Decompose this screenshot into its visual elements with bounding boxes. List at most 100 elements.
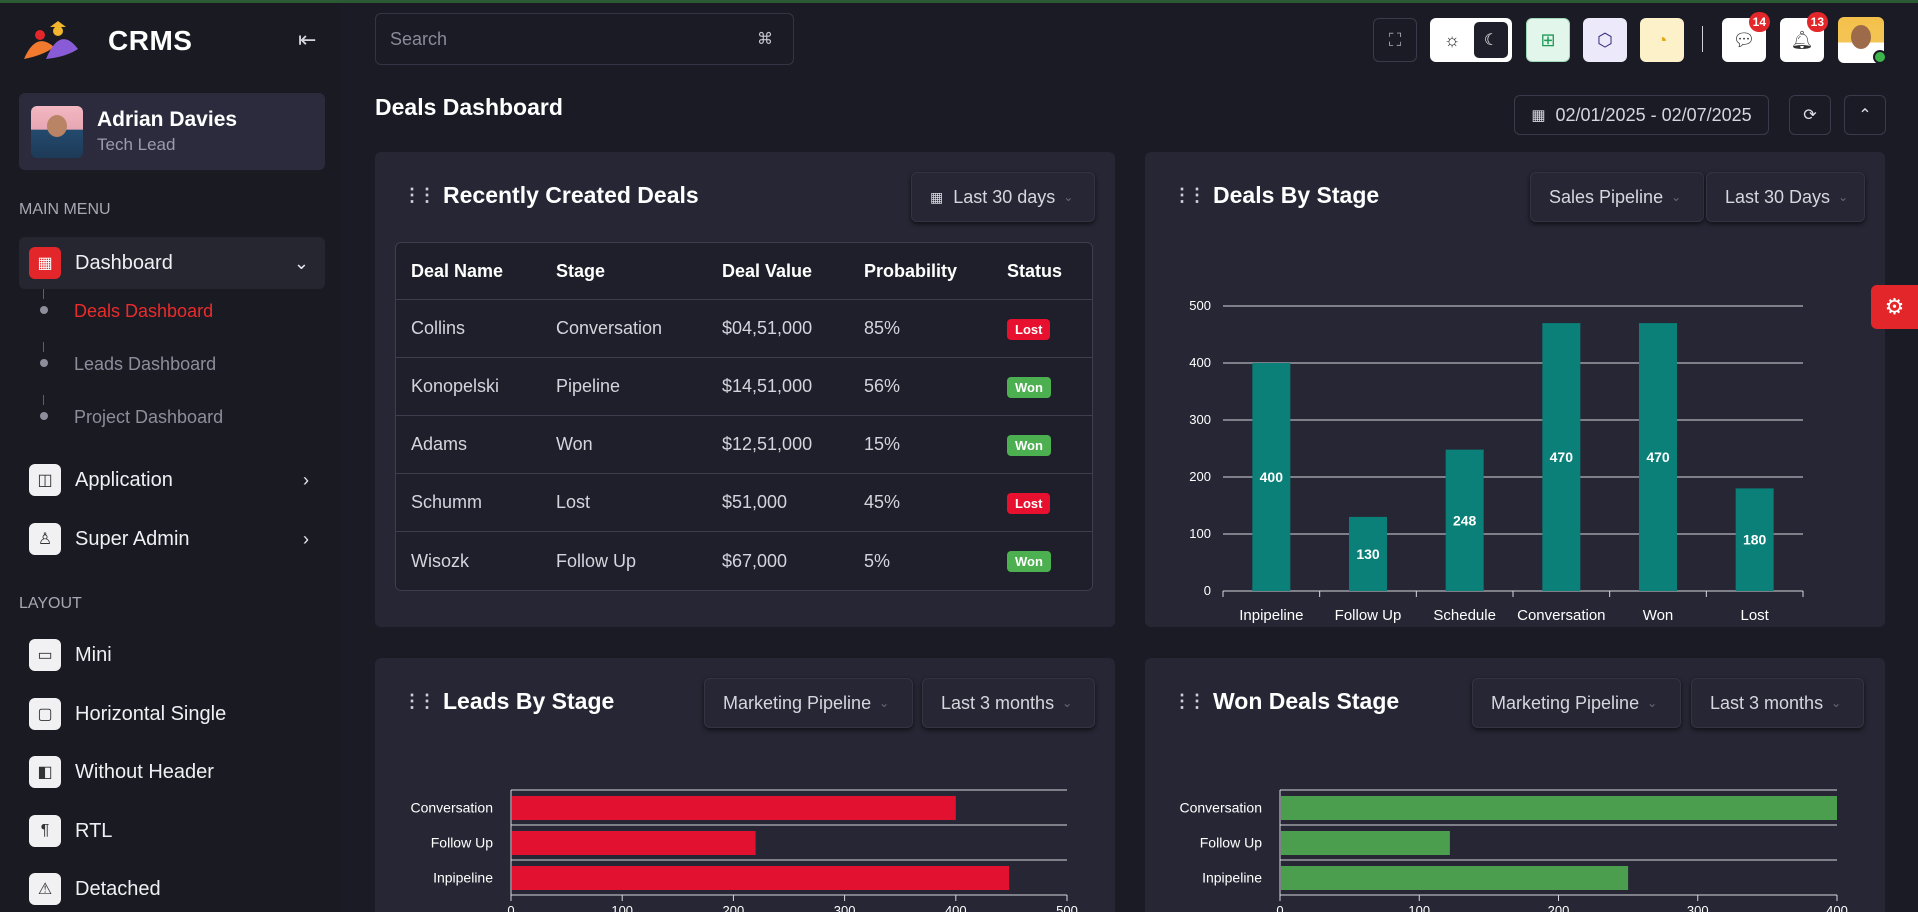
sidebar-item-label: Dashboard <box>75 251 173 274</box>
y-tick-label: 200 <box>1189 469 1211 484</box>
data-label: 400 <box>1260 469 1284 485</box>
won-deals-stage-title: Won Deals Stage <box>1213 688 1400 714</box>
card-title: ⋮⋮ Recently Created Deals <box>403 182 699 209</box>
theme-toggle[interactable]: ☼ ☾ <box>1430 18 1512 62</box>
sidebar-subitem-leads-dashboard[interactable]: Leads Dashboard <box>74 354 217 374</box>
table-row[interactable]: Konopelski Pipeline $14,51,000 56% Won <box>396 358 1092 416</box>
table-cell-status: Won <box>992 416 1092 474</box>
messages-count-badge: 14 <box>1748 12 1770 32</box>
collapse-header-button[interactable]: ⌃ <box>1844 95 1886 135</box>
sidebar-item-label: Without Header <box>75 760 214 783</box>
table-cell-name: Wisozk <box>396 532 541 590</box>
table-row[interactable]: Schumm Lost $51,000 45% Lost <box>396 474 1092 532</box>
x-tick-label: 300 <box>834 903 856 912</box>
table-cell-status: Lost <box>992 300 1092 358</box>
table-cell-status: Won <box>992 358 1092 416</box>
sidebar-item-super-admin[interactable]: ♙ Super Admin › <box>19 517 325 561</box>
deals-by-stage-title: Deals By Stage <box>1213 182 1380 208</box>
column-header[interactable]: Status <box>992 243 1092 300</box>
y-tick-label: 500 <box>1189 298 1211 313</box>
faq-button[interactable]: ⬡ <box>1583 18 1627 62</box>
x-tick-label: 200 <box>1548 903 1570 912</box>
pipeline-dropdown[interactable]: Sales Pipeline ⌄ <box>1530 172 1704 222</box>
drag-handle-icon[interactable]: ⋮⋮ <box>1173 691 1206 711</box>
sidebar-item-mini[interactable]: ▭ Mini <box>19 633 325 677</box>
deals-table: Deal Name Stage Deal Value Probability S… <box>395 242 1093 591</box>
column-header[interactable]: Deal Name <box>396 243 541 300</box>
sidebar-item-rtl[interactable]: ¶ RTL <box>19 809 325 853</box>
period-dropdown[interactable]: Last 3 months ⌄ <box>922 678 1095 728</box>
table-cell-value: $14,51,000 <box>707 358 849 416</box>
recent-deals-card: ⋮⋮ Recently Created Deals ▦ Last 30 days… <box>375 152 1115 627</box>
table-cell-status: Lost <box>992 474 1092 532</box>
period-dropdown[interactable]: Last 30 Days ⌄ <box>1706 172 1865 222</box>
application-icon: ◫ <box>29 464 61 496</box>
deals-by-stage-chart: 0 100 200 300 400 500 400 Inpipeline 130 Follow U… <box>1189 298 1804 624</box>
apps-button[interactable]: ⊞ <box>1526 18 1570 62</box>
chevron-down-icon: ⌄ <box>879 696 890 710</box>
x-tick-label: Conversation <box>1517 607 1605 624</box>
data-label: 248 <box>1453 512 1477 528</box>
sidebar-item-application[interactable]: ◫ Application › <box>19 458 325 502</box>
drag-handle-icon[interactable]: ⋮⋮ <box>1173 185 1206 205</box>
refresh-button[interactable]: ⟳ <box>1789 95 1831 135</box>
recent-deals-period-dropdown[interactable]: ▦ Last 30 days ⌄ <box>911 172 1095 222</box>
x-tick-label: Lost <box>1740 607 1769 624</box>
pipeline-dropdown[interactable]: Marketing Pipeline ⌄ <box>1472 678 1681 728</box>
column-header[interactable]: Deal Value <box>707 243 849 300</box>
column-header[interactable]: Probability <box>849 243 992 300</box>
won-deals-stage-chart: Conversation Follow Up Inpipeline 0 100 200 30… <box>1180 789 1848 912</box>
x-tick-label: 100 <box>1408 903 1430 912</box>
warning-triangle-icon: ⚠ <box>29 873 61 905</box>
fullscreen-button[interactable]: ⛶ <box>1373 18 1417 62</box>
period-dropdown[interactable]: Last 3 months ⌄ <box>1691 678 1864 728</box>
search-input[interactable]: Search <box>390 28 448 49</box>
status-badge: Won <box>1007 376 1051 398</box>
app-logo[interactable]: CRMS <box>20 21 192 61</box>
pipeline-dropdown[interactable]: Marketing Pipeline ⌄ <box>704 678 913 728</box>
sidebar-item-label: Super Admin <box>75 527 190 550</box>
sidebar-item-detached[interactable]: ⚠ Detached <box>19 867 325 911</box>
sidebar-subitem-deals-dashboard[interactable]: Deals Dashboard <box>74 301 214 321</box>
bar <box>512 831 756 855</box>
online-status-dot <box>1873 50 1887 64</box>
sidebar-item-label: Horizontal Single <box>75 702 227 725</box>
notifications-button[interactable]: 🔔︎ 13 <box>1780 12 1828 62</box>
sun-icon[interactable]: ☼ <box>1443 29 1461 50</box>
sidebar-item-horizontal-single[interactable]: ▢ Horizontal Single <box>19 692 325 736</box>
sidebar-subitem-project-dashboard[interactable]: Project Dashboard <box>74 407 224 427</box>
y-tick-label: 0 <box>1204 583 1211 598</box>
x-tick-label: 0 <box>1276 903 1283 912</box>
user-card[interactable]: Adrian Davies Tech Lead <box>19 93 325 170</box>
dropdown-value: Last 30 Days <box>1725 186 1831 207</box>
command-key-icon: ⌘ <box>757 31 773 48</box>
sidebar-item-dashboard[interactable]: ▦ Dashboard ⌄ <box>19 237 325 289</box>
messages-button[interactable]: 💬︎ 14 <box>1722 12 1770 62</box>
x-tick-label: 200 <box>723 903 745 912</box>
expand-icon: ⛶ <box>1388 29 1402 50</box>
column-header[interactable]: Stage <box>541 243 707 300</box>
data-label: 130 <box>1356 546 1380 562</box>
table-cell-stage: Conversation <box>541 300 707 358</box>
table-row[interactable]: Adams Won $12,51,000 15% Won <box>396 416 1092 474</box>
y-tick-label: Follow Up <box>1200 835 1262 851</box>
bar <box>1349 516 1387 591</box>
table-cell-name: Konopelski <box>396 358 541 416</box>
drag-handle-icon[interactable]: ⋮⋮ <box>403 185 436 205</box>
calendar-icon: ▦ <box>930 188 944 205</box>
status-badge: Lost <box>1007 492 1051 514</box>
search-box[interactable]: Search ⌘ <box>375 13 794 65</box>
table-row[interactable]: Wisozk Follow Up $67,000 5% Won <box>396 532 1092 590</box>
date-range-picker[interactable]: ▦ 02/01/2025 - 02/07/2025 <box>1514 95 1769 135</box>
settings-gear-button[interactable]: ⚙ <box>1871 285 1918 329</box>
moon-icon[interactable]: ☾ <box>1474 22 1508 58</box>
sidebar-item-without-header[interactable]: ◧ Without Header <box>19 750 325 794</box>
chat-bubble-icon: 💬︎ <box>1732 29 1756 50</box>
user-shield-icon: ♙ <box>29 523 61 555</box>
table-row[interactable]: Collins Conversation $04,51,000 85% Lost <box>396 300 1092 358</box>
drag-handle-icon[interactable]: ⋮⋮ <box>403 691 436 711</box>
table-cell-value: $12,51,000 <box>707 416 849 474</box>
reports-button[interactable]: ◔ <box>1640 18 1684 62</box>
status-badge: Won <box>1007 551 1051 572</box>
collapse-sidebar-icon[interactable]: ⇤ <box>298 27 317 52</box>
